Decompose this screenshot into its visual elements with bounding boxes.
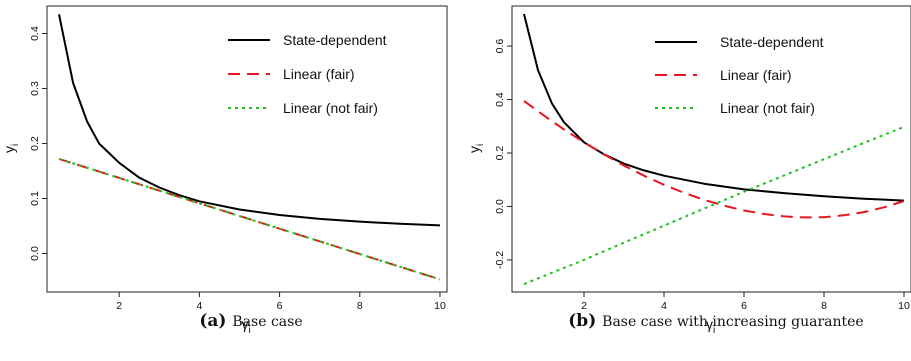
x-tick-label: 10 xyxy=(434,300,446,312)
panel-a: 2 4 6 8 10 0.0 0.1 0.2 0.3 0.4 γi yi State-dependent… xyxy=(1,5,448,336)
y-tick-label: 0.0 xyxy=(494,199,506,214)
y-tick-label: 0.2 xyxy=(29,136,41,151)
plot-frame xyxy=(511,5,911,293)
series-line-0 xyxy=(523,13,905,202)
series-line-1 xyxy=(58,157,441,281)
y-tick-label: 0.1 xyxy=(29,191,41,206)
y-axis-label: yi xyxy=(1,144,21,153)
x-tick-label: 4 xyxy=(196,300,202,312)
x-tick-label: 4 xyxy=(661,300,667,312)
legend-label: State-dependent xyxy=(720,34,824,50)
legend-label: State-dependent xyxy=(283,32,387,48)
y-tick-label: 0.4 xyxy=(29,26,41,41)
legend-label: Linear (fair) xyxy=(720,67,792,83)
x-tick-label: 10 xyxy=(898,300,910,312)
y-tick-label: 0.4 xyxy=(494,92,506,107)
legend: State-dependent Linear (fair) Linear (not … xyxy=(228,32,387,116)
plot-frame xyxy=(46,5,448,293)
y-tick-label: 0.0 xyxy=(29,246,41,261)
series-line-2 xyxy=(523,125,905,285)
y-tick-label: -0.2 xyxy=(494,251,506,269)
y-axis-label: yi xyxy=(466,144,486,153)
y-tick-label: 0.6 xyxy=(494,39,506,54)
x-axis-label: γi xyxy=(242,316,251,336)
y-tick-label: 0.3 xyxy=(29,81,41,96)
series-line-0 xyxy=(58,14,441,227)
x-tick-label: 6 xyxy=(741,300,747,312)
figure-caption: (b) Base case with increasing guarantee xyxy=(568,311,863,331)
x-axis-label: γi xyxy=(706,316,715,336)
x-tick-label: 6 xyxy=(277,300,283,312)
legend: State-dependent Linear (fair) Linear (not … xyxy=(655,34,824,116)
x-tick-label: 2 xyxy=(581,300,587,312)
x-tick-label: 2 xyxy=(116,300,122,312)
legend-label: Linear (fair) xyxy=(283,66,355,82)
x-tick-label: 8 xyxy=(357,300,363,312)
series-line-1 xyxy=(523,100,905,219)
legend-label: Linear (not fair) xyxy=(720,100,815,116)
figure-caption: (a) Base case xyxy=(199,311,302,331)
x-tick-label: 8 xyxy=(821,300,827,312)
legend-label: Linear (not fair) xyxy=(283,100,378,116)
panel-b: 2 4 6 8 10 -0.2 0.0 0.2 0.4 0.6 γi yi State-dependen… xyxy=(466,5,911,336)
y-tick-label: 0.2 xyxy=(494,146,506,161)
